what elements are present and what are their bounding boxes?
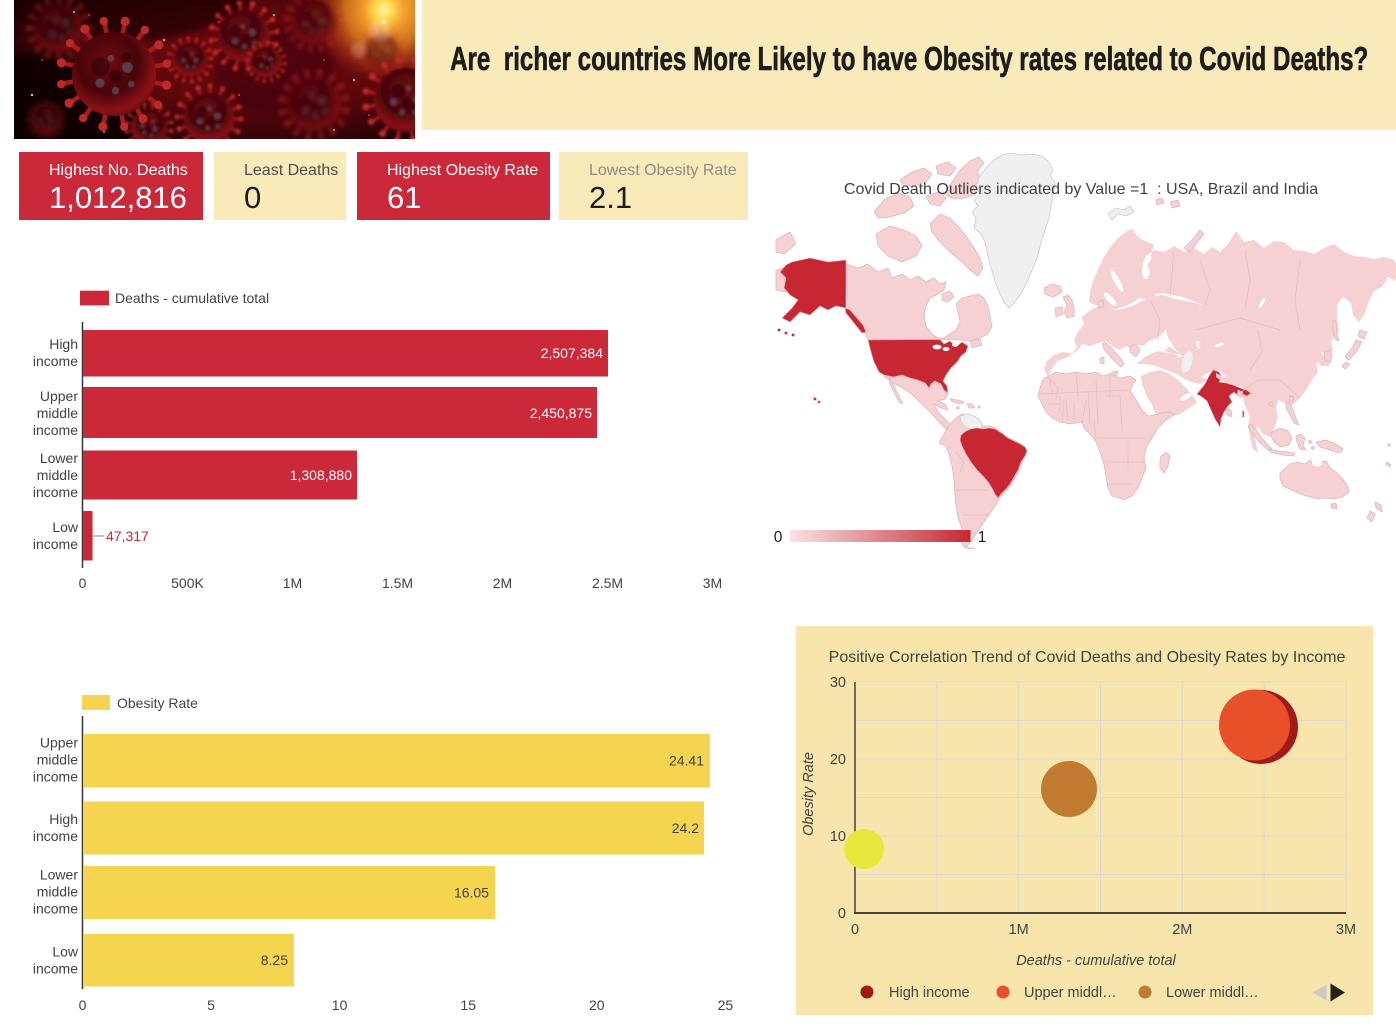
svg-text:0: 0 [838, 906, 846, 922]
svg-text:Obesity Rate: Obesity Rate [117, 695, 198, 711]
svg-text:Upper middl…: Upper middl… [1024, 985, 1117, 1001]
svg-text:8.25: 8.25 [261, 952, 288, 968]
svg-text:middle: middle [37, 752, 78, 768]
svg-text:Positive Correlation Trend of: Positive Correlation Trend of Covid Deat… [829, 649, 1346, 666]
svg-text:Upper: Upper [40, 735, 78, 751]
svg-text:High: High [49, 336, 78, 352]
svg-text:middle: middle [37, 405, 78, 421]
svg-text:1M: 1M [283, 575, 302, 591]
svg-text:15: 15 [460, 997, 476, 1013]
svg-text:Lower middl…: Lower middl… [1166, 985, 1259, 1001]
svg-text:income: income [33, 353, 78, 369]
svg-text:income: income [33, 901, 78, 917]
svg-text:0: 0 [774, 529, 783, 546]
svg-text:0: 0 [79, 575, 87, 591]
svg-text:1M: 1M [1009, 922, 1029, 938]
svg-text:1,308,880: 1,308,880 [290, 467, 352, 483]
svg-text:24.41: 24.41 [669, 753, 704, 769]
svg-text:income: income [33, 422, 78, 438]
svg-text:High income: High income [889, 985, 970, 1001]
svg-text:500K: 500K [171, 575, 204, 591]
svg-text:1: 1 [978, 529, 987, 546]
svg-text:income: income [33, 961, 78, 977]
svg-text:3M: 3M [1336, 922, 1356, 938]
svg-text:Obesity Rate: Obesity Rate [801, 752, 817, 836]
svg-text:income: income [33, 828, 78, 844]
svg-text:2,450,875: 2,450,875 [530, 405, 592, 421]
svg-text:20: 20 [589, 997, 605, 1013]
svg-text:Low: Low [52, 944, 79, 960]
svg-text:25: 25 [718, 997, 734, 1013]
svg-text:middle: middle [37, 884, 78, 900]
svg-text:High: High [49, 811, 78, 827]
svg-text:2,507,384: 2,507,384 [541, 345, 603, 361]
svg-text:16.05: 16.05 [454, 885, 489, 901]
svg-text:Deaths - cumulative total: Deaths - cumulative total [115, 290, 269, 306]
svg-text:Lower: Lower [40, 867, 78, 883]
svg-text:middle: middle [37, 467, 78, 483]
svg-text:3M: 3M [703, 575, 722, 591]
svg-text:Low: Low [52, 519, 79, 535]
svg-text:2M: 2M [1172, 922, 1192, 938]
svg-text:Deaths - cumulative total: Deaths - cumulative total [1016, 953, 1176, 969]
svg-text:2M: 2M [493, 575, 512, 591]
svg-text:47,317: 47,317 [106, 528, 149, 544]
svg-text:1.5M: 1.5M [382, 575, 413, 591]
svg-text:30: 30 [830, 675, 846, 691]
svg-text:income: income [33, 769, 78, 785]
svg-text:10: 10 [830, 829, 846, 845]
svg-text:Lower: Lower [40, 450, 78, 466]
svg-text:Upper: Upper [40, 388, 78, 404]
svg-text:0: 0 [79, 997, 87, 1013]
svg-text:20: 20 [830, 752, 846, 768]
svg-text:24.2: 24.2 [672, 820, 699, 836]
svg-text:2.5M: 2.5M [592, 575, 623, 591]
svg-text:0: 0 [851, 922, 859, 938]
svg-text:10: 10 [332, 997, 348, 1013]
svg-text:income: income [33, 484, 78, 500]
svg-text:income: income [33, 536, 78, 552]
svg-text:5: 5 [207, 997, 215, 1013]
svg-text:Covid Death Outliers indicated: Covid Death Outliers indicated by Value … [844, 181, 1318, 198]
